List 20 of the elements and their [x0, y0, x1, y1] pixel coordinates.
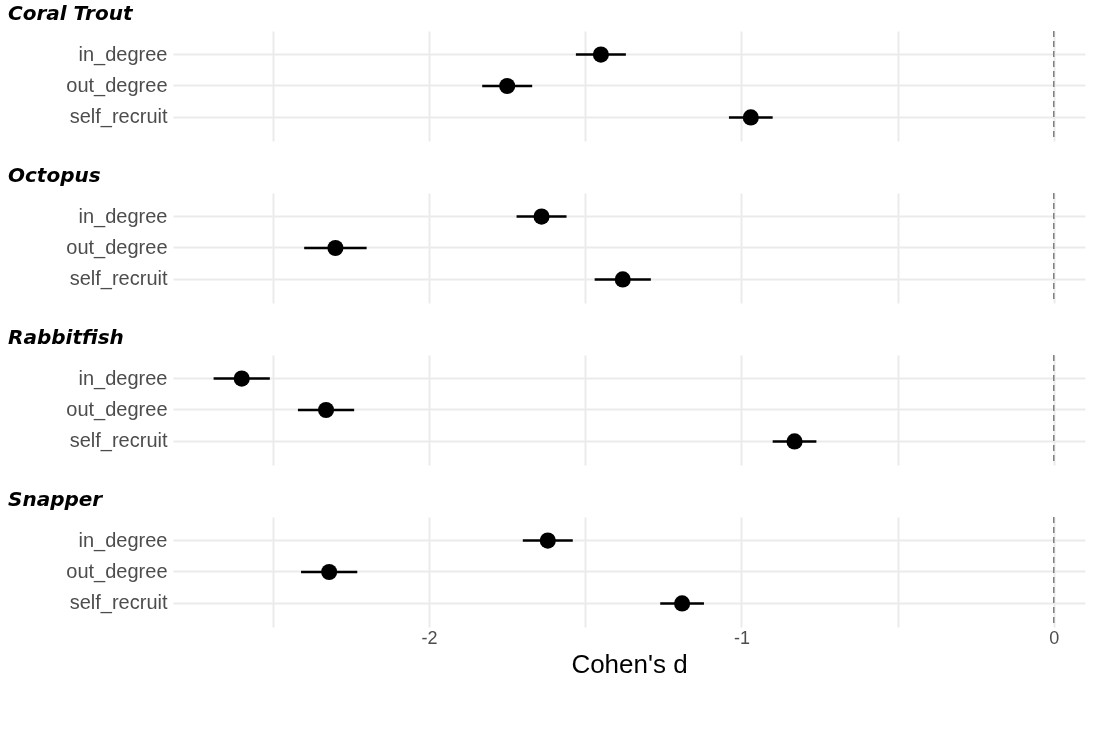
y-tick-label: in_degree	[78, 528, 168, 552]
y-tick-label: in_degree	[78, 204, 168, 228]
y-tick-label: out_degree	[66, 236, 168, 259]
y-tick-label: self_recruit	[69, 267, 168, 291]
chart-title: Snapper	[8, 487, 104, 512]
chart-title: Rabbitfish	[8, 325, 124, 350]
y-tick-label: self_recruit	[69, 591, 168, 615]
y-tick-label: self_recruit	[69, 429, 168, 453]
y-tick-label: in_degree	[78, 366, 168, 390]
y-tick-label: out_degree	[66, 398, 168, 421]
y-tick-label: out_degree	[66, 560, 168, 583]
x-tick-label: 0	[1049, 627, 1060, 648]
x-tick-label: -2	[421, 627, 438, 648]
y-tick-label: in_degree	[78, 42, 168, 66]
chart-title: Coral Trout	[8, 1, 134, 26]
x-axis-title: Cohen's d	[571, 648, 688, 679]
y-tick-label: out_degree	[66, 74, 168, 97]
y-tick-label: self_recruit	[69, 105, 168, 129]
x-tick-label: -1	[733, 627, 750, 648]
chart-title: Octopus	[8, 163, 101, 188]
